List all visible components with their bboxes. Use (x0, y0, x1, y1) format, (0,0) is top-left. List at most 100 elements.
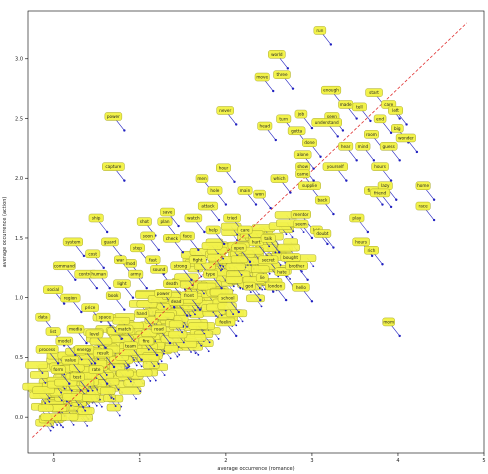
word-label-text: understand (315, 120, 339, 125)
cloud-point (163, 306, 165, 308)
word-label-box (415, 181, 431, 190)
word-label: talk (260, 234, 276, 243)
word-label-box (96, 312, 114, 322)
cloud-point (66, 400, 68, 403)
word-label-text: home (417, 183, 429, 188)
word-label-text: yourself (327, 164, 344, 169)
cloud-point (56, 424, 59, 426)
data-point (381, 203, 384, 206)
data-point (56, 362, 60, 365)
word-label: model (55, 336, 74, 346)
cloud-label-box (116, 369, 134, 378)
cloud-label-box (29, 371, 49, 379)
data-point (131, 296, 135, 299)
word-label: dead (168, 297, 184, 306)
word-label-text: media (69, 327, 82, 332)
word-label-text: mom (383, 319, 394, 324)
word-label: world (268, 50, 286, 59)
data-point (145, 286, 148, 290)
word-label-box (237, 225, 253, 235)
word-label: shot (136, 217, 152, 226)
word-label-text: gotta (291, 128, 303, 133)
word-label: price (81, 303, 99, 312)
cloud-point (62, 426, 64, 429)
word-label: left (388, 106, 404, 115)
word-label-box (243, 281, 256, 291)
cloud-point (44, 402, 47, 405)
cloud-point (135, 397, 137, 400)
word-label: help (205, 225, 221, 235)
word-label-text: done (304, 140, 315, 145)
word-label-text: hand (136, 311, 147, 316)
word-label-box (81, 303, 99, 312)
word-label-text: enough (323, 88, 339, 93)
word-label-box (170, 261, 191, 271)
word-label: came (295, 169, 311, 179)
cloud-point (86, 424, 89, 427)
data-point (112, 365, 116, 369)
data-point (398, 117, 401, 120)
data-point (289, 191, 292, 194)
data-point (140, 358, 143, 362)
word-label: mom (382, 317, 395, 327)
data-point (68, 382, 71, 385)
cloud-point (127, 364, 129, 366)
word-label-text: care (384, 102, 393, 107)
word-label-box (302, 138, 317, 147)
data-point (217, 218, 221, 222)
word-label-text: step (133, 245, 142, 250)
word-label-box (322, 162, 348, 171)
data-point (398, 334, 401, 338)
data-point (155, 353, 159, 357)
word-label: school (217, 293, 238, 303)
data-point (93, 362, 97, 365)
word-label: type (203, 269, 219, 279)
word-label-text: watch (187, 216, 200, 221)
data-point (284, 298, 288, 302)
word-label-box (265, 281, 286, 291)
cloud-point (128, 365, 131, 368)
word-label-box (253, 189, 266, 199)
word-label-text: tell (356, 104, 363, 109)
word-label: friend (370, 188, 391, 198)
cloud-point (203, 292, 205, 295)
cloud-point (232, 285, 235, 288)
cloud-point (110, 397, 113, 399)
word-label-text: match (118, 327, 132, 332)
cloud-point (208, 341, 211, 344)
word-label-text: shot (140, 219, 149, 224)
word-label-box (258, 255, 279, 265)
cloud-label-box (184, 333, 207, 342)
word-label-box (379, 142, 398, 151)
word-label-text: alone (297, 152, 309, 157)
data-point (108, 286, 111, 290)
cloud-point (126, 367, 128, 369)
word-label: soon (140, 231, 156, 241)
word-label-box (293, 150, 312, 159)
word-label: value (61, 355, 80, 365)
word-label-box (102, 162, 125, 171)
word-label: start (365, 88, 383, 97)
word-label: process (35, 345, 59, 354)
word-label-text: road (154, 327, 164, 332)
word-label-text: doubt (316, 231, 329, 236)
word-label-box (260, 234, 276, 243)
word-label: system (62, 237, 83, 247)
x-axis-label: average occurrence (romance) (217, 466, 294, 472)
cloud-label-box (168, 330, 188, 339)
cloud-label-box (123, 379, 145, 387)
word-label-text: talk (264, 236, 272, 241)
word-label-box (52, 261, 76, 271)
cloud-point (63, 387, 66, 390)
cloud-point (232, 313, 235, 316)
cloud-point (114, 405, 117, 407)
cloud-label-box (142, 361, 160, 369)
cloud-point (97, 358, 100, 361)
data-point (319, 155, 322, 158)
word-label: race (415, 201, 431, 211)
word-label: hear (338, 142, 354, 151)
word-label-box (61, 355, 80, 365)
word-label-text: command (54, 263, 75, 268)
data-point (104, 346, 107, 350)
cloud-label-box (225, 309, 248, 318)
